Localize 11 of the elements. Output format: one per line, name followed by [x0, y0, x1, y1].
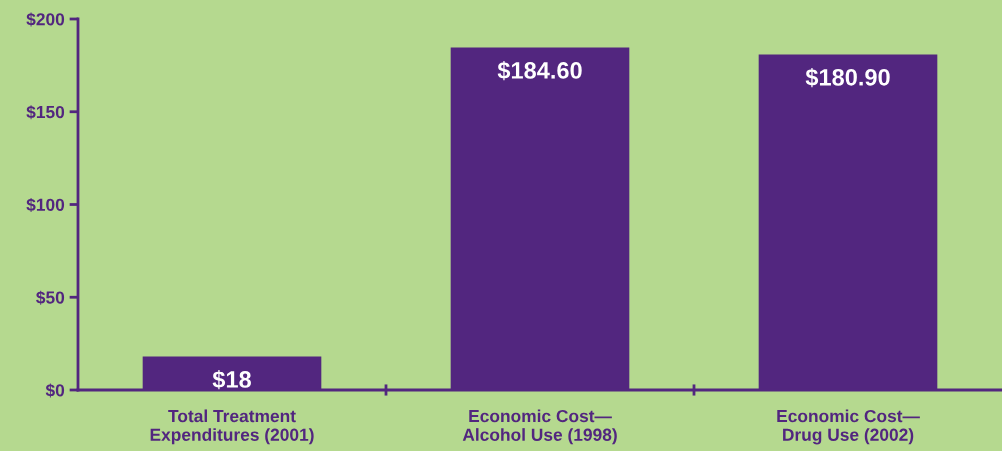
- y-tick-label: $150: [26, 105, 65, 120]
- y-tick-label: $0: [45, 383, 65, 398]
- data-label: $180.90: [805, 67, 890, 88]
- y-tick-label: $100: [26, 197, 65, 213]
- y-tick-label: $50: [36, 290, 65, 305]
- data-label: $18: [212, 370, 251, 390]
- data-label: $184.60: [497, 61, 582, 81]
- x-tick-label: Economic Cost— Alcohol Use (1998): [462, 409, 617, 445]
- x-tick-label: Total Treatment Expenditures (2001): [150, 409, 314, 445]
- y-tick-label: $200: [26, 12, 65, 27]
- x-tick-label: Economic Cost— Drug Use (2002): [777, 409, 920, 445]
